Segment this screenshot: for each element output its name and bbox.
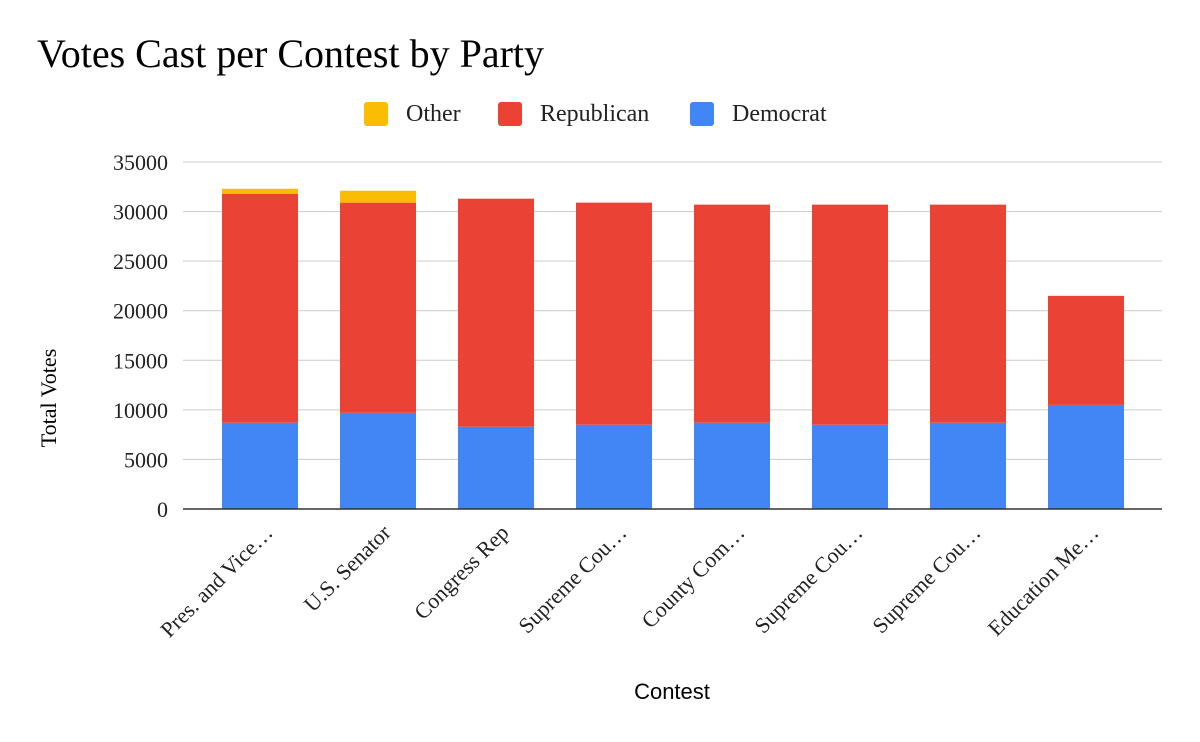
x-tick-label: Supreme Cou… [513,520,631,638]
legend-swatch-other [364,102,388,126]
bar-democrat[interactable] [340,412,416,509]
y-tick-label: 35000 [113,150,168,175]
legend-label-republican: Republican [540,100,650,127]
y-tick-label: 20000 [113,299,168,324]
x-tick-label: Supreme Cou… [749,520,867,638]
bar-republican[interactable] [340,202,416,413]
gridlines [183,161,1162,460]
bar-democrat[interactable] [576,424,652,509]
legend-item-other[interactable]: Other [364,96,461,132]
bar-republican[interactable] [812,204,888,425]
legend-item-democrat[interactable]: Democrat [690,96,827,132]
legend-swatch-democrat [690,102,714,126]
x-axis-title: Contest [634,679,710,704]
chart-title: Votes Cast per Contest by Party [37,31,545,76]
bar-democrat[interactable] [1048,404,1124,509]
y-tick-label: 25000 [113,249,168,274]
x-tick-label: Pres. and Vice… [155,520,277,642]
x-tick-label: U.S. Senator [299,519,396,616]
x-tick-label: Education Me… [983,520,1104,641]
bar-republican[interactable] [1048,295,1124,405]
bar-republican[interactable] [576,202,652,425]
x-tick-label: Congress Rep [409,520,514,625]
bar-democrat[interactable] [458,426,534,509]
legend-label-democrat: Democrat [732,100,827,127]
bar-republican[interactable] [930,204,1006,423]
bar-other[interactable] [222,188,298,194]
bar-democrat[interactable] [222,422,298,509]
x-tick-label: Supreme Cou… [867,520,985,638]
bar-democrat[interactable] [930,422,1006,509]
y-tick-label: 0 [157,497,168,522]
y-axis-title: Total Votes [36,349,61,447]
bar-other[interactable] [340,190,416,203]
legend-label-other: Other [406,100,461,127]
y-tick-label: 10000 [113,398,168,423]
bar-republican[interactable] [222,193,298,423]
y-tick-labels: 0 5000 10000 15000 20000 25000 30000 35000 [113,150,168,522]
x-tick-label: County Com… [636,520,749,633]
bar-republican[interactable] [458,198,534,427]
y-tick-label: 5000 [124,447,168,472]
y-tick-label: 30000 [113,200,168,225]
legend-swatch-republican [498,102,522,126]
legend: Other Republican Democrat [0,96,1200,132]
x-tick-labels: Pres. and Vice… U.S. Senator Congress Rep S… [155,519,1103,642]
y-tick-label: 15000 [113,348,168,373]
bars [222,188,1124,509]
legend-item-republican[interactable]: Republican [498,96,649,132]
bar-democrat[interactable] [812,424,888,509]
bar-democrat[interactable] [694,422,770,509]
bar-republican[interactable] [694,204,770,423]
